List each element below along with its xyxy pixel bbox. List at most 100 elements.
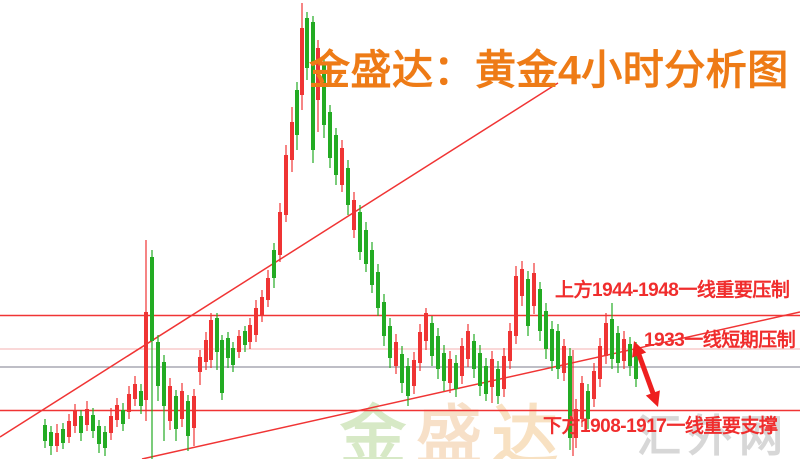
candle-body <box>460 346 464 376</box>
candle-body <box>592 371 596 399</box>
candle-body <box>150 257 154 341</box>
candle-body <box>192 396 196 428</box>
candle-body <box>266 278 270 300</box>
candle-body <box>532 273 536 306</box>
candle-body <box>376 272 380 308</box>
candle-body <box>562 346 566 373</box>
candle-body <box>616 333 620 363</box>
candle-body <box>334 135 338 175</box>
candle-body <box>73 411 77 426</box>
candle-body <box>370 250 374 285</box>
candle-body <box>204 340 208 362</box>
candle-body <box>544 311 548 349</box>
candle-body <box>220 340 224 393</box>
candle-body <box>574 409 578 438</box>
watermark-char: 金 <box>340 399 406 459</box>
candle-body <box>226 338 230 358</box>
candle-body <box>209 320 213 360</box>
candle-body <box>248 325 252 342</box>
candle-body <box>448 359 452 383</box>
candle-body <box>556 331 560 369</box>
candle-body <box>311 22 315 150</box>
resistance-annotation: 上方1944-1948一线重要压制 <box>555 280 790 301</box>
candle-body <box>316 48 320 100</box>
trendline-shallow-uptrend <box>141 311 800 459</box>
candle-body <box>254 308 258 335</box>
candle-body <box>328 112 332 158</box>
candle-body <box>352 200 356 230</box>
corner-watermark: 汇外网 <box>637 412 790 459</box>
candle-body <box>472 341 476 369</box>
candle-body <box>388 326 392 358</box>
candle-body <box>604 323 608 356</box>
candle-body <box>400 354 404 383</box>
candle-body <box>231 348 235 365</box>
center-watermark: 金盛达 <box>340 383 568 459</box>
candle-body <box>610 319 614 359</box>
candle-body <box>442 353 446 381</box>
candle-body <box>278 212 282 255</box>
candle-body <box>484 366 488 394</box>
candle-body <box>186 401 190 436</box>
candle-body <box>526 279 530 326</box>
candle-body <box>394 342 398 366</box>
candle-body <box>272 250 276 278</box>
candle-body <box>496 369 500 396</box>
candle-body <box>162 362 166 406</box>
candle-body <box>121 410 125 424</box>
candle-body <box>127 394 131 412</box>
trendline-steep-uptrend <box>0 82 559 438</box>
candle-body <box>67 421 71 437</box>
candle-body <box>568 356 572 438</box>
candle-body <box>198 357 202 372</box>
candle-body <box>358 212 362 252</box>
candle-body <box>586 391 590 419</box>
candle-body <box>103 432 107 448</box>
candle-body <box>346 168 350 205</box>
candle-body <box>490 359 494 387</box>
candle-body <box>436 336 440 369</box>
support-annotation: 下方1908-1917一线重要支撑 <box>543 416 778 437</box>
candle-body <box>260 297 264 315</box>
candle-body <box>406 366 410 396</box>
chart-title: 金盛达：黄金4小时分析图 <box>309 47 789 93</box>
candle-body <box>340 148 344 185</box>
candle-body <box>300 28 304 95</box>
candle-body <box>284 155 288 215</box>
candle-body <box>364 230 368 264</box>
candle-body <box>79 416 83 433</box>
short-term-resistance-annotation: 1933一线短期压制 <box>644 330 796 351</box>
candle-body <box>115 405 119 420</box>
candle-body <box>49 432 53 446</box>
candle-body <box>174 396 178 429</box>
candle-body <box>622 339 626 361</box>
candle-body <box>55 433 59 446</box>
candle-body <box>430 323 434 356</box>
candle-body <box>538 289 542 331</box>
candle-body <box>598 346 602 379</box>
watermark-char: 达 <box>492 399 558 459</box>
candle-body <box>109 416 113 433</box>
candle-body <box>634 349 638 379</box>
candle-body <box>243 331 247 345</box>
candle-body <box>237 336 241 352</box>
candle-body <box>305 18 309 68</box>
down-arrow-head <box>645 390 660 407</box>
candle-body <box>61 429 65 443</box>
down-arrow-shaft <box>635 349 657 399</box>
candle-body <box>550 329 554 361</box>
candle-body <box>580 383 584 419</box>
down-arrow-head <box>632 341 647 358</box>
candle-body <box>91 415 95 431</box>
candle-body <box>514 276 518 336</box>
candle-body <box>168 386 172 421</box>
candle-body <box>628 344 632 366</box>
candle-body <box>290 122 294 160</box>
candle-body <box>382 302 386 336</box>
candle-body <box>295 90 299 135</box>
candle-body <box>144 312 148 400</box>
candle-body <box>322 62 326 125</box>
candle-body <box>466 331 470 359</box>
